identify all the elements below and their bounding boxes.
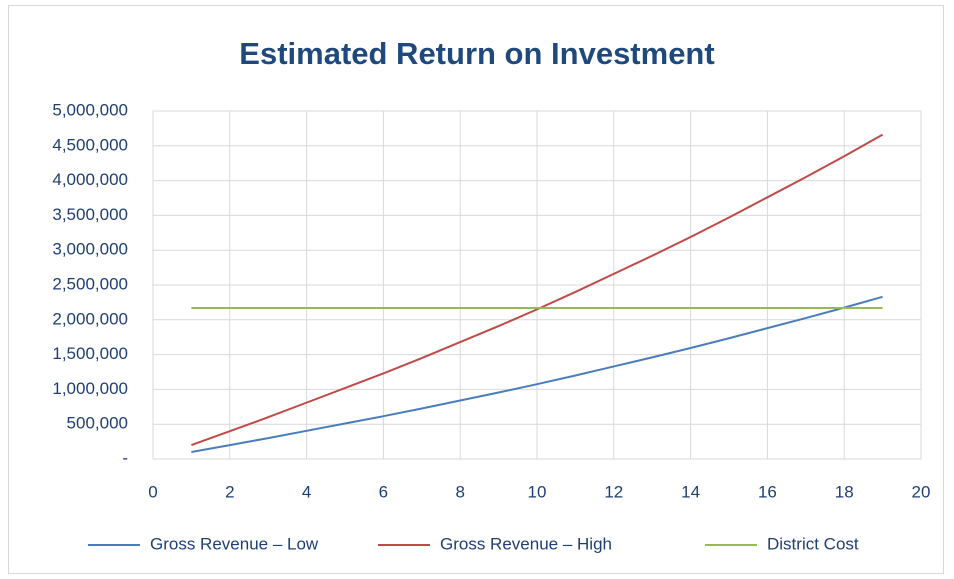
x-tick-label: 10 (528, 482, 547, 501)
y-tick-label: 3,500,000 (52, 205, 128, 224)
chart-border (8, 5, 944, 574)
x-tick-label: 20 (912, 482, 931, 501)
legend-label: Gross Revenue – High (440, 534, 612, 553)
y-tick-label: 500,000 (67, 414, 128, 433)
x-tick-label: 8 (455, 482, 464, 501)
y-tick-label: 1,000,000 (52, 379, 128, 398)
x-tick-label: 14 (681, 482, 700, 501)
y-tick-label: - (122, 448, 128, 467)
legend-label: Gross Revenue – Low (150, 534, 319, 553)
series-line (191, 295, 883, 454)
series-line (191, 133, 884, 447)
x-tick-label: 18 (835, 482, 854, 501)
y-tick-label: 4,500,000 (52, 135, 128, 154)
y-tick-label: 2,500,000 (52, 274, 128, 293)
x-tick-label: 4 (302, 482, 311, 501)
y-tick-label: 2,000,000 (52, 309, 128, 328)
x-tick-label: 12 (604, 482, 623, 501)
x-tick-label: 6 (379, 482, 388, 501)
chart-title: Estimated Return on Investment (239, 36, 714, 71)
y-tick-label: 1,500,000 (52, 344, 128, 363)
legend-label: District Cost (767, 534, 859, 553)
y-tick-label: 4,000,000 (52, 170, 128, 189)
x-tick-label: 0 (148, 482, 157, 501)
y-tick-label: 3,000,000 (52, 240, 128, 259)
x-tick-label: 16 (758, 482, 777, 501)
y-tick-label: 5,000,000 (52, 100, 128, 119)
x-tick-label: 2 (225, 482, 234, 501)
